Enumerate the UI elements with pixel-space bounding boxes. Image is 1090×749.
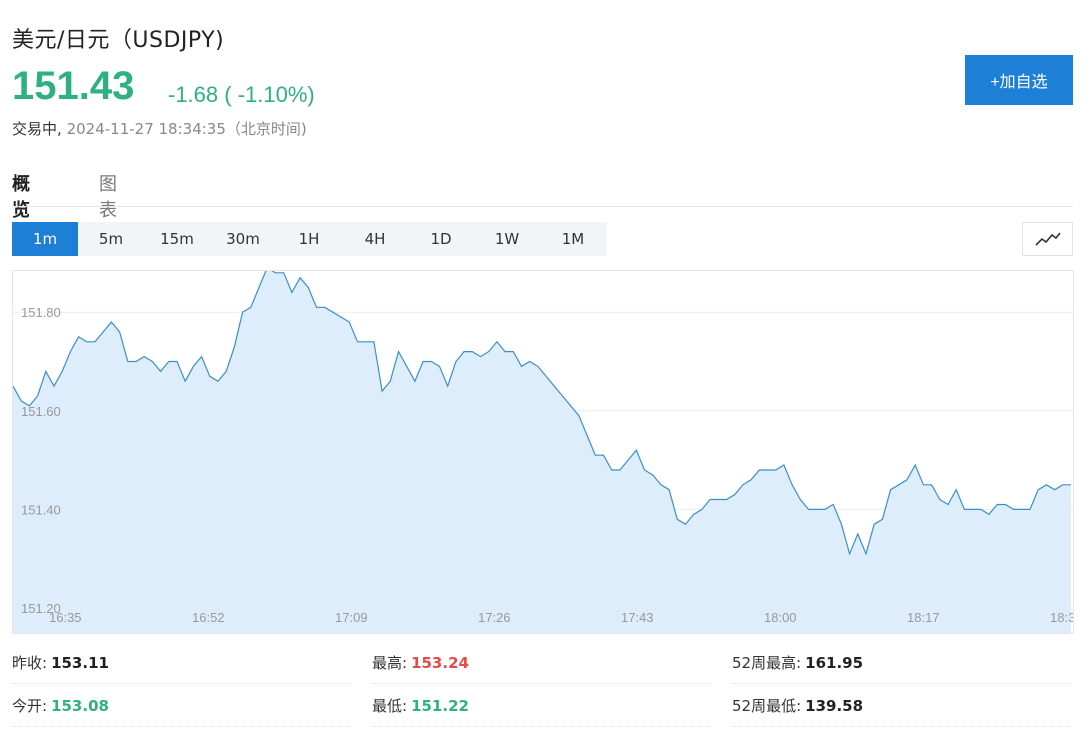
- stat-prev-close: 昨收: 153.11: [12, 642, 352, 684]
- period-15m[interactable]: 15m: [160, 230, 194, 248]
- stat-low: 最低: 151.22: [372, 685, 712, 727]
- status-text: 交易中,: [12, 120, 62, 138]
- stat-52w-low: 52周最低: 139.58: [732, 685, 1072, 727]
- trading-status: 交易中, 2024-11-27 18:34:35（北京时间): [12, 118, 307, 139]
- y-tick-label: 151.60: [21, 404, 61, 419]
- stat-high: 最高: 153.24: [372, 642, 712, 684]
- stat-value: 153.24: [411, 654, 469, 672]
- x-tick-label: 17:43: [621, 610, 654, 625]
- period-4h[interactable]: 4H: [364, 230, 386, 248]
- y-tick-label: 151.20: [21, 601, 61, 616]
- period-1h[interactable]: 1H: [298, 230, 320, 248]
- x-tick-label: 17:09: [335, 610, 368, 625]
- x-tick-label: 18:3: [1050, 610, 1073, 625]
- stat-label: 昨收:: [12, 654, 48, 672]
- stat-label: 最低:: [372, 697, 408, 715]
- period-1m[interactable]: 1m: [12, 222, 78, 256]
- x-tick-label: 17:26: [478, 610, 511, 625]
- chart-type-button[interactable]: [1022, 222, 1073, 256]
- stat-52w-high: 52周最高: 161.95: [732, 642, 1072, 684]
- stat-value: 161.95: [805, 654, 864, 672]
- current-price: 151.43: [12, 64, 135, 108]
- stat-label: 52周最低:: [732, 697, 802, 715]
- status-timestamp: 2024-11-27 18:34:35（北京时间): [66, 120, 307, 138]
- stat-value: 139.58: [805, 697, 864, 715]
- price-change: -1.68 ( -1.10%): [168, 82, 315, 107]
- x-tick-label: 16:35: [49, 610, 82, 625]
- period-30m[interactable]: 30m: [226, 230, 260, 248]
- price-chart: 151.80 151.60 151.40 151.20 16:35 16:52 17:09 1…: [12, 270, 1074, 634]
- stat-label: 最高:: [372, 654, 408, 672]
- add-to-watchlist-button[interactable]: +加自选: [965, 55, 1073, 105]
- line-chart-icon: [1034, 232, 1061, 246]
- period-1w[interactable]: 1W: [494, 230, 520, 248]
- tabs-divider: [12, 206, 1073, 207]
- stat-value: 153.11: [51, 654, 109, 672]
- tab-chart[interactable]: 图表: [99, 174, 117, 221]
- period-1d[interactable]: 1D: [430, 230, 452, 248]
- y-tick-label: 151.80: [21, 305, 61, 320]
- stat-label: 今开:: [12, 697, 48, 715]
- x-tick-label: 16:52: [192, 610, 225, 625]
- period-selector: 1m 5m 15m 30m 1H 4H 1D 1W 1M: [12, 222, 607, 256]
- stat-label: 52周最高:: [732, 654, 802, 672]
- stat-value: 153.08: [51, 697, 109, 715]
- period-1mo[interactable]: 1M: [561, 230, 585, 248]
- x-tick-label: 18:17: [907, 610, 940, 625]
- series-line: [13, 271, 1071, 556]
- series-area: [13, 271, 1071, 633]
- stat-value: 151.22: [411, 697, 469, 715]
- x-tick-label: 18:00: [764, 610, 797, 625]
- stat-open: 今开: 153.08: [12, 685, 352, 727]
- y-tick-label: 151.40: [21, 502, 61, 517]
- page-title: 美元/日元（USDJPY): [12, 28, 225, 53]
- period-5m[interactable]: 5m: [98, 230, 124, 248]
